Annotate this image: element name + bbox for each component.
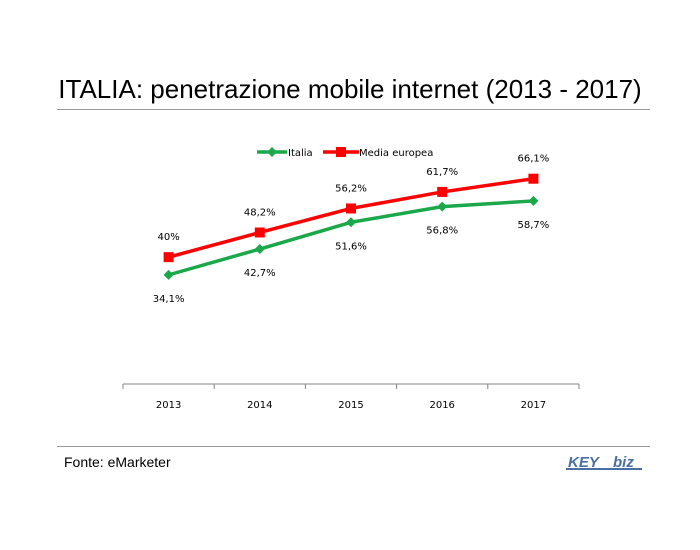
- logo-underline: [566, 468, 642, 470]
- x-tick-label-2014: 2014: [247, 400, 272, 411]
- logo-text-key: KEY: [568, 454, 601, 471]
- data-label-media-europea-2015: 56,2%: [335, 183, 367, 194]
- source-note: Fonte: eMarketer: [64, 454, 171, 470]
- data-label-media-europea-2016: 61,7%: [426, 167, 458, 178]
- data-label-media-europea-2017: 66,1%: [518, 154, 550, 165]
- point-italia-2015: [346, 217, 356, 228]
- point-media-europea-2014: [254, 227, 265, 238]
- point-media-europea-2013: [163, 252, 174, 263]
- x-tick-label-2017: 2017: [521, 400, 546, 411]
- legend-marker-italia: [267, 147, 277, 157]
- point-media-europea-2015: [346, 203, 356, 214]
- x-axis: 2013 2014 2015 2016 2017: [122, 383, 580, 411]
- data-label-italia-2013: 34,1%: [153, 294, 185, 305]
- point-italia-2016: [437, 201, 448, 212]
- data-label-italia-2017: 58,7%: [518, 220, 550, 231]
- legend-label-italia: Italia: [288, 148, 313, 159]
- point-media-europea-2017: [528, 173, 539, 184]
- x-tick-label-2013: 2013: [156, 400, 181, 411]
- data-labels: 34,1% 42,7% 51,6% 56,8% 58,7% 40% 48,2% 56,2% 61…: [153, 154, 550, 305]
- keybiz-logo: KEY biz: [566, 454, 642, 471]
- logo-text-biz: biz: [613, 454, 634, 471]
- point-italia-2014: [254, 244, 265, 255]
- legend-label-media-europea: Media europea: [359, 148, 433, 159]
- data-label-media-europea-2014: 48,2%: [244, 207, 276, 218]
- data-label-media-europea-2013: 40%: [157, 232, 179, 243]
- x-tick-label-2015: 2015: [338, 400, 363, 411]
- data-label-italia-2015: 51,6%: [335, 241, 367, 252]
- data-label-italia-2014: 42,7%: [244, 268, 276, 279]
- chart-title: ITALIA: penetrazione mobile internet (20…: [58, 74, 642, 104]
- point-italia-2017: [528, 195, 539, 206]
- title-divider: [57, 109, 650, 110]
- series-markers: [163, 173, 539, 280]
- footer-divider: [57, 446, 650, 447]
- point-italia-2013: [163, 269, 174, 280]
- point-media-europea-2016: [437, 186, 448, 197]
- legend: Italia Media europea: [257, 147, 433, 159]
- data-label-italia-2016: 56,8%: [426, 226, 458, 237]
- legend-marker-media-europea: [336, 147, 346, 157]
- x-tick-label-2016: 2016: [429, 400, 454, 411]
